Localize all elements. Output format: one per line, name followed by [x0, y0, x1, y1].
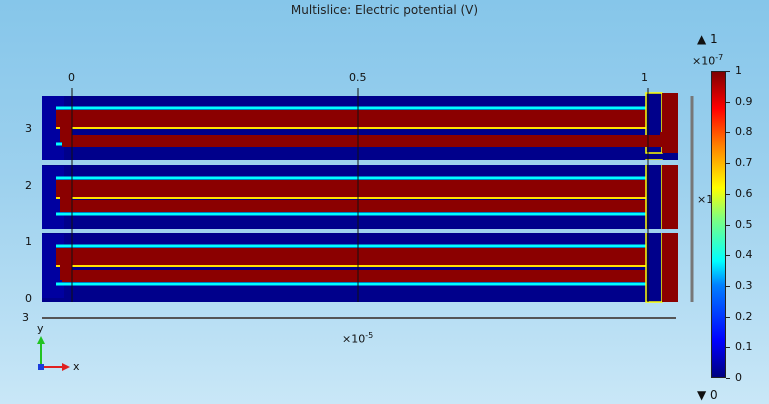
colorbar-tick-mark	[726, 193, 730, 195]
finger-red	[56, 110, 668, 128]
y-tick-2: 2	[25, 179, 32, 192]
colorbar-tick-label: 0.7	[735, 156, 753, 170]
x-tick-0-5: 0.5	[349, 71, 367, 84]
comb-group-middle	[42, 159, 678, 231]
colorbar-tick-label: 0.8	[735, 125, 753, 139]
plot-title: Multislice: Electric potential (V)	[290, 3, 479, 17]
colorbar-tick-mark	[726, 347, 730, 349]
colorbar-tick-label: 0	[735, 371, 742, 384]
colorbar-tick-mark	[726, 101, 730, 103]
colorbar-min: ▼ 0	[697, 388, 718, 402]
colorbar-max: ▲ 1	[697, 32, 718, 46]
colorbar-tick-label: 0.9	[735, 94, 753, 108]
colorbar-scale: ×10-7	[692, 53, 724, 68]
colorbar-tick-label: 0.6	[735, 186, 753, 200]
x-tick-0: 0	[68, 71, 75, 84]
x-tick-1: 1	[641, 71, 648, 84]
colorbar-tick-label: 0.3	[735, 278, 753, 292]
colorbar-tick-label: 0.2	[735, 309, 753, 323]
colorbar-tick-mark	[726, 255, 730, 257]
side-scale: ×1	[697, 193, 714, 206]
colorbar-tick-mark	[726, 132, 730, 134]
colorbar-tick-label: 1	[735, 64, 742, 77]
colorbar	[711, 71, 726, 378]
x-axis-scale: ×10-5	[342, 331, 374, 346]
triad-x-label: x	[73, 360, 80, 373]
colorbar-tick-mark	[726, 71, 730, 72]
colorbar-tick-mark	[726, 378, 730, 379]
colorbar-tick-label: 0.5	[735, 217, 753, 231]
colorbar-tick-mark	[726, 316, 730, 318]
colorbar-tick-mark	[726, 285, 730, 287]
comb-group-top	[42, 92, 678, 160]
colorbar-tick-mark	[726, 224, 730, 226]
y-tick-3: 3	[25, 122, 32, 135]
colorbar-tick-label: 0.4	[735, 248, 753, 262]
triad-y-label: y	[37, 322, 44, 335]
y-tick-1: 1	[25, 235, 32, 248]
axis-triad	[37, 336, 70, 371]
clipped-axis-label: 3	[22, 311, 29, 324]
colorbar-tick-mark	[726, 163, 730, 165]
comb-group-bottom	[42, 231, 678, 303]
colorbar-tick-label: 0.1	[735, 340, 753, 354]
y-tick-0: 0	[25, 292, 32, 305]
